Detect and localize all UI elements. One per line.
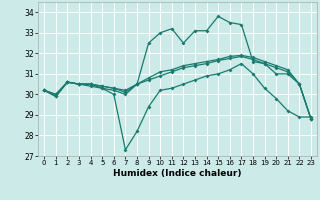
X-axis label: Humidex (Indice chaleur): Humidex (Indice chaleur): [113, 169, 242, 178]
